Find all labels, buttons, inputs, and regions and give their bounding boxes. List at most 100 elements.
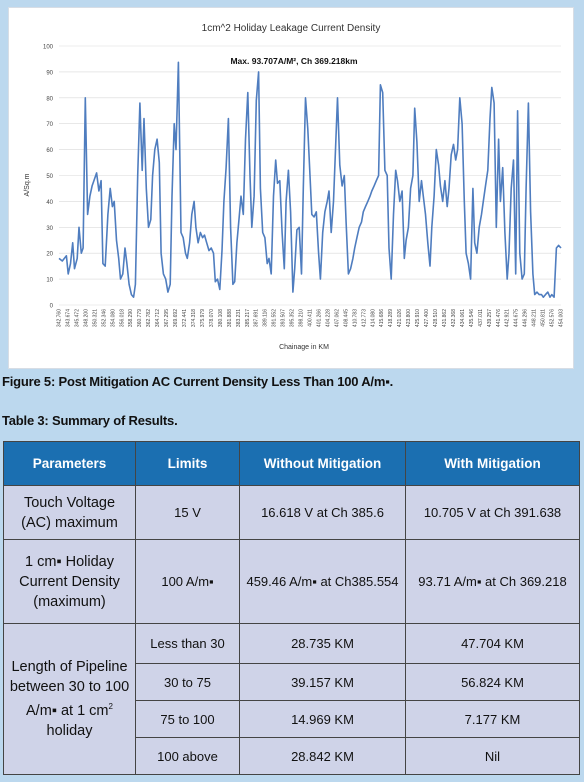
x-tick-label: 435.546 xyxy=(469,309,475,327)
x-tick-label: 350.321 xyxy=(92,309,98,327)
y-tick-label: 20 xyxy=(46,252,53,258)
x-tick-label: 427.400 xyxy=(424,309,430,327)
with-cell: Nil xyxy=(405,737,580,775)
without-cell: 39.157 KM xyxy=(239,663,406,702)
without-cell: 28.842 KM xyxy=(239,737,406,775)
table-row: 1 cm▪ Holiday Current Density (maximum) … xyxy=(3,539,580,625)
param-touch-voltage: Touch Voltage (AC) maximum xyxy=(3,485,136,541)
x-tick-label: 381.888 xyxy=(227,309,233,327)
x-tick-label: 389.116 xyxy=(263,309,269,327)
line-chart: 1cm^2 Holiday Leakage Current Density Ma… xyxy=(24,23,565,351)
x-tick-label: 400.411 xyxy=(308,309,314,327)
x-tick-label: 432.368 xyxy=(451,309,457,327)
x-tick-label: 369.692 xyxy=(173,309,179,327)
x-tick-label: 431.862 xyxy=(442,309,448,327)
x-tick-label: 404.228 xyxy=(325,309,331,327)
chart-title: 1cm^2 Holiday Leakage Current Density xyxy=(202,23,381,34)
limit-cell: Less than 30 xyxy=(135,623,240,665)
x-tick-label: 354.080 xyxy=(110,309,116,327)
x-tick-label: 452.576 xyxy=(550,309,556,327)
with-cell: 7.177 KM xyxy=(405,700,580,739)
with-cell: 47.704 KM xyxy=(405,623,580,665)
x-tick-label: 364.712 xyxy=(155,309,161,327)
limit-cell: 75 to 100 xyxy=(135,700,240,739)
param-pipeline-length: Length of Pipeline between 30 to 100 A/m… xyxy=(3,623,136,775)
with-cell: 56.824 KM xyxy=(405,663,580,702)
x-tick-labels: 342.760 343.674 345.472 348.200 350.321 352.3… xyxy=(57,309,565,327)
y-tick-label: 50 xyxy=(46,174,53,180)
without-cell: 16.618 V at Ch 385.6 xyxy=(239,485,406,541)
param-pipeline-length-text: Length of Pipeline between 30 to 100 A/m… xyxy=(9,659,130,720)
x-tick-label: 428.510 xyxy=(433,309,439,327)
y-tick-label: 90 xyxy=(46,70,53,76)
y-tick-label: 40 xyxy=(46,200,53,206)
x-tick-label: 393.507 xyxy=(281,309,287,327)
x-tick-label: 434.061 xyxy=(460,309,466,327)
y-tick-label: 100 xyxy=(43,45,54,51)
table-row: Touch Voltage (AC) maximum 15 V 16.618 V… xyxy=(3,485,580,541)
x-tick-label: 448.211 xyxy=(532,309,538,327)
x-tick-label: 408.445 xyxy=(343,309,349,327)
limit-cell: 100 above xyxy=(135,737,240,775)
table-header-row: Parameters Limits Without Mitigation Wit… xyxy=(3,440,580,487)
x-tick-label: 423.800 xyxy=(406,309,412,327)
x-tick-label: 345.472 xyxy=(74,309,80,327)
y-tick-label: 30 xyxy=(46,226,53,232)
x-tick-label: 380.108 xyxy=(218,309,224,327)
y-tick-label: 0 xyxy=(50,304,54,310)
header-parameters: Parameters xyxy=(3,440,136,487)
param-pipeline-length-suffix: holiday xyxy=(46,723,93,740)
x-axis-label: Chainage in KM xyxy=(279,344,329,351)
x-tick-label: 442.921 xyxy=(505,309,511,327)
param-current-density: 1 cm▪ Holiday Current Density (maximum) xyxy=(3,539,136,625)
x-tick-label: 367.295 xyxy=(164,309,170,327)
x-tick-label: 407.062 xyxy=(334,309,340,327)
x-tick-label: 343.674 xyxy=(65,309,71,327)
x-tick-label: 374.318 xyxy=(191,309,197,327)
without-cell: 14.969 KM xyxy=(239,700,406,739)
x-tick-label: 410.783 xyxy=(352,309,358,327)
table-row: 100 above 28.842 KM Nil xyxy=(4,737,580,775)
x-tick-label: 444.675 xyxy=(514,309,520,327)
x-tick-label: 446.296 xyxy=(523,309,529,327)
x-tick-label: 356.018 xyxy=(119,309,125,327)
table-caption: Table 3: Summary of Results. xyxy=(2,413,178,428)
x-tick-label: 437.011 xyxy=(478,309,484,327)
x-tick-label: 418.289 xyxy=(388,309,394,327)
chart-panel: 1cm^2 Holiday Leakage Current Density Ma… xyxy=(8,7,574,369)
series-layer xyxy=(58,61,562,299)
x-tick-label: 401.266 xyxy=(316,309,322,327)
superscript: 2 xyxy=(108,702,113,712)
x-tick-label: 441.476 xyxy=(496,309,502,327)
x-tick-label: 352.346 xyxy=(101,309,107,327)
x-tick-label: 421.026 xyxy=(397,309,403,327)
x-tick-label: 425.910 xyxy=(415,309,421,327)
header-without-mitigation: Without Mitigation xyxy=(239,440,406,487)
results-table: Parameters Limits Without Mitigation Wit… xyxy=(3,440,580,775)
header-limits: Limits xyxy=(135,440,240,487)
x-tick-label: 391.552 xyxy=(272,309,278,327)
x-tick-label: 439.257 xyxy=(487,309,493,327)
x-tick-label: 450.811 xyxy=(541,309,547,327)
limit-cell: 15 V xyxy=(135,485,240,541)
x-tick-label: 385.217 xyxy=(245,309,251,327)
with-cell: 10.705 V at Ch 391.638 xyxy=(405,485,580,541)
table-row: Length of Pipeline between 30 to 100 A/m… xyxy=(3,623,580,775)
current-density-series-line xyxy=(58,61,562,299)
table-row: 75 to 100 14.969 KM 7.177 KM xyxy=(4,700,580,739)
x-tick-label: 454.003 xyxy=(559,309,565,327)
y-tick-label: 10 xyxy=(46,278,53,284)
x-tick-label: 387.691 xyxy=(254,309,260,327)
y-tick-label: 80 xyxy=(46,96,53,102)
with-cell: 93.71 A/m▪ at Ch 369.218 xyxy=(405,539,580,625)
x-tick-label: 358.290 xyxy=(128,309,134,327)
x-tick-label: 398.210 xyxy=(299,309,305,327)
x-tick-label: 348.200 xyxy=(83,309,89,327)
x-tick-label: 372.441 xyxy=(182,309,188,327)
x-tick-label: 412.773 xyxy=(361,309,367,327)
limit-cell: 30 to 75 xyxy=(135,663,240,702)
y-tick-label: 70 xyxy=(46,122,53,128)
x-tick-label: 395.352 xyxy=(290,309,296,327)
max-annotation: Max. 93.707A/M², Ch 369.218km xyxy=(230,56,358,66)
x-tick-label: 362.782 xyxy=(146,309,152,327)
